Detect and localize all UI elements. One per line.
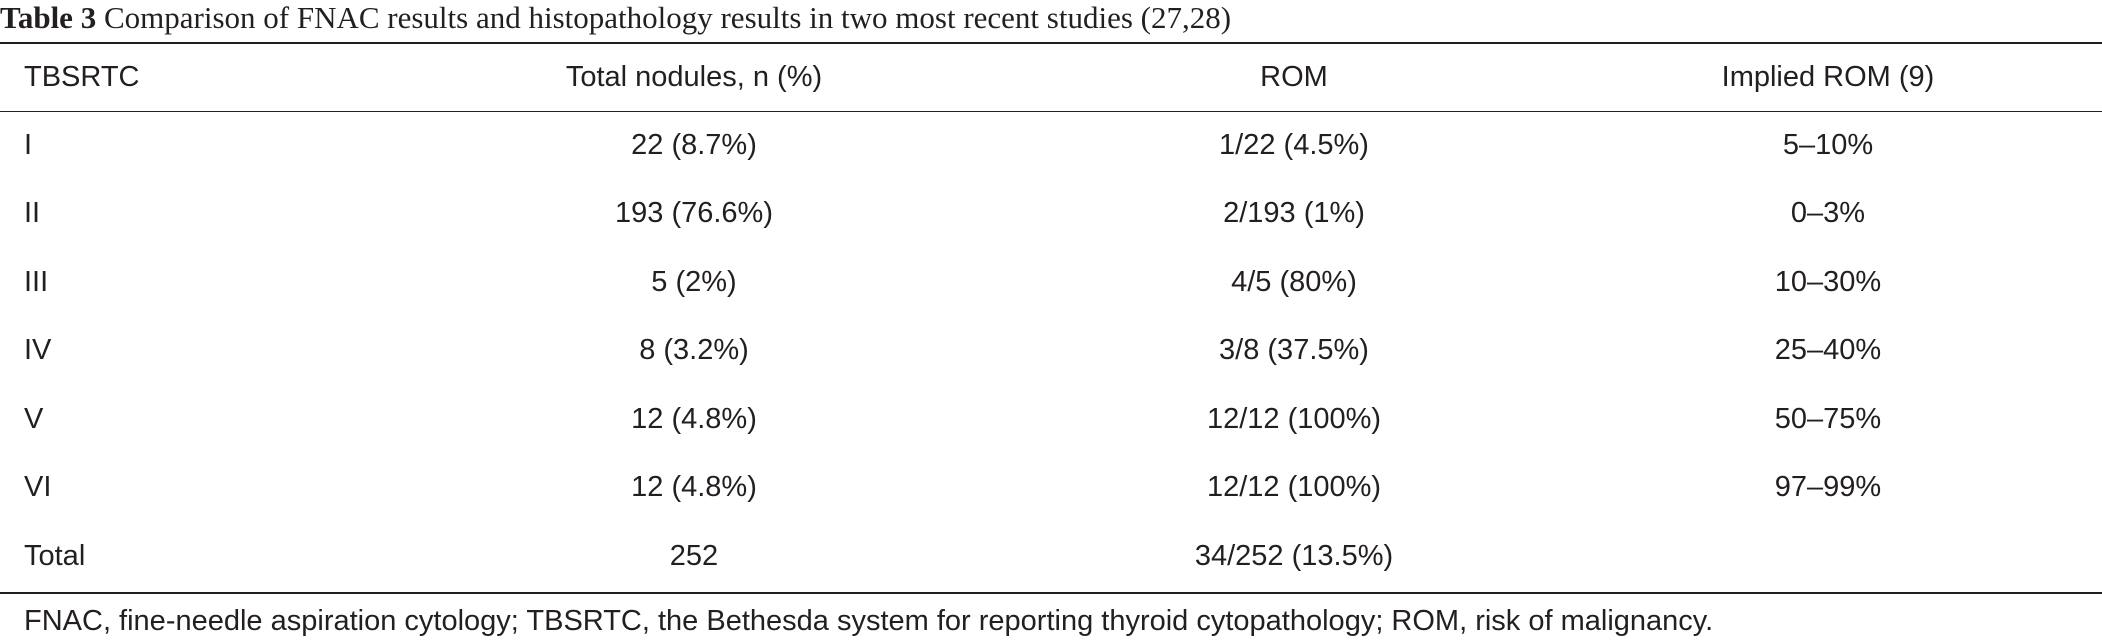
- column-header-rom: ROM: [1260, 60, 1328, 93]
- cell-tbsrtc: Total: [24, 539, 86, 572]
- cell-rom: 34/252 (13.5%): [1194, 539, 1394, 572]
- cell-tbsrtc: III: [24, 265, 49, 298]
- cell-rom: 2/193 (1%): [1223, 197, 1365, 230]
- cell-implied-rom: 5–10%: [1782, 128, 1874, 161]
- table-row: VI 12 (4.8%) 12/12 (100%) 97–99%: [0, 454, 2102, 523]
- cell-implied-rom: 97–99%: [1774, 471, 1882, 504]
- table-top-rule: [0, 42, 2102, 44]
- table-row: II 193 (76.6%) 2/193 (1%) 0–3%: [0, 180, 2102, 249]
- cell-total-nodules: 12 (4.8%): [631, 471, 757, 504]
- cell-total-nodules: 193 (76.6%): [615, 197, 773, 230]
- cell-total-nodules: 252: [669, 539, 719, 572]
- cell-total-nodules: 12 (4.8%): [631, 402, 757, 435]
- cell-total-nodules: 8 (3.2%): [639, 334, 749, 367]
- table-header-row: TBSRTC Total nodules, n (%) ROM Implied …: [0, 43, 2102, 111]
- table-bottom-rule: [0, 592, 2102, 594]
- table-header-rule: [0, 111, 2102, 112]
- cell-tbsrtc: II: [24, 197, 41, 230]
- table-caption-label: Table 3: [0, 0, 97, 35]
- cell-tbsrtc: VI: [24, 471, 52, 504]
- column-header-tbsrtc: TBSRTC: [24, 60, 140, 93]
- results-table: TBSRTC Total nodules, n (%) ROM Implied …: [0, 43, 2102, 591]
- cell-rom: 4/5 (80%): [1231, 265, 1357, 298]
- table-row-total: Total 252 34/252 (13.5%): [0, 522, 2102, 591]
- cell-rom: 1/22 (4.5%): [1219, 128, 1369, 161]
- cell-tbsrtc: I: [24, 128, 33, 161]
- cell-implied-rom: [1554, 522, 2102, 591]
- cell-rom: 3/8 (37.5%): [1219, 334, 1369, 367]
- table-row: V 12 (4.8%) 12/12 (100%) 50–75%: [0, 385, 2102, 454]
- cell-tbsrtc: V: [24, 402, 44, 435]
- cell-rom: 12/12 (100%): [1206, 402, 1382, 435]
- table-footnote: FNAC, fine-needle aspiration cytology; T…: [24, 605, 1714, 637]
- table-caption: Table 3 Comparison of FNAC results and h…: [0, 0, 1231, 40]
- table-caption-text: Comparison of FNAC results and histopath…: [103, 0, 1232, 35]
- column-header-total-nodules: Total nodules, n (%): [565, 60, 823, 93]
- cell-tbsrtc: IV: [24, 334, 52, 367]
- table-row: IV 8 (3.2%) 3/8 (37.5%) 25–40%: [0, 317, 2102, 386]
- column-header-implied-rom: Implied ROM (9): [1721, 60, 1935, 93]
- cell-implied-rom: 0–3%: [1790, 197, 1866, 230]
- cell-rom: 12/12 (100%): [1206, 471, 1382, 504]
- table-row: I 22 (8.7%) 1/22 (4.5%) 5–10%: [0, 111, 2102, 180]
- table-row: III 5 (2%) 4/5 (80%) 10–30%: [0, 248, 2102, 317]
- cell-implied-rom: 50–75%: [1774, 402, 1882, 435]
- cell-implied-rom: 25–40%: [1774, 334, 1882, 367]
- cell-implied-rom: 10–30%: [1774, 265, 1882, 298]
- cell-total-nodules: 5 (2%): [651, 265, 737, 298]
- cell-total-nodules: 22 (8.7%): [631, 128, 757, 161]
